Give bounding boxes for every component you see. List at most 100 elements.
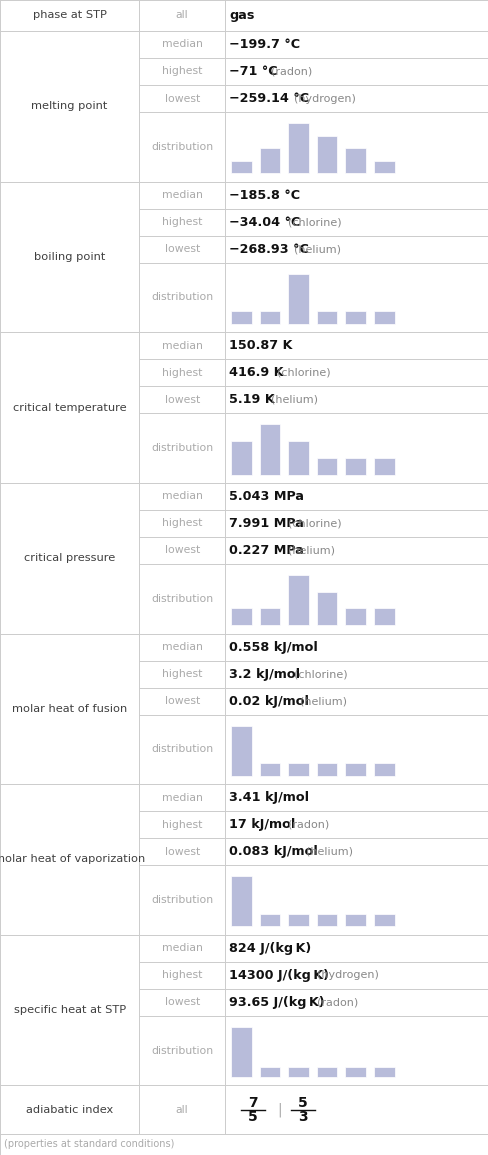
Text: adiabatic index: adiabatic index — [26, 1104, 113, 1115]
Text: 0.083 kJ/mol: 0.083 kJ/mol — [228, 845, 317, 858]
Text: lowest: lowest — [164, 998, 200, 1007]
Bar — [230, 312, 251, 323]
Bar — [316, 591, 337, 625]
Text: −185.8 °C: −185.8 °C — [228, 188, 300, 202]
Bar — [316, 135, 337, 173]
Bar — [287, 441, 308, 475]
Text: 3.41 kJ/mol: 3.41 kJ/mol — [228, 791, 308, 804]
Text: 416.9 K: 416.9 K — [228, 366, 283, 379]
Bar — [259, 1067, 280, 1078]
Text: median: median — [162, 944, 202, 953]
Bar — [373, 312, 394, 323]
Bar — [259, 609, 280, 625]
Bar — [373, 161, 394, 173]
Text: highest: highest — [162, 820, 202, 829]
Bar — [259, 312, 280, 323]
Text: 0.558 kJ/mol: 0.558 kJ/mol — [228, 641, 317, 654]
Text: 5.19 K: 5.19 K — [228, 394, 274, 407]
Bar — [373, 1067, 394, 1078]
Text: (hydrogen): (hydrogen) — [309, 970, 378, 981]
Text: distribution: distribution — [151, 1045, 213, 1056]
Bar — [287, 575, 308, 625]
Text: lowest: lowest — [164, 847, 200, 857]
Text: highest: highest — [162, 970, 202, 981]
Bar — [345, 763, 365, 776]
Text: 0.02 kJ/mol: 0.02 kJ/mol — [228, 694, 308, 708]
Bar — [345, 457, 365, 475]
Text: 7: 7 — [247, 1096, 257, 1110]
Text: highest: highest — [162, 67, 202, 76]
Text: molar heat of vaporization: molar heat of vaporization — [0, 855, 145, 864]
Text: 14300 J/(kg K): 14300 J/(kg K) — [228, 969, 328, 982]
Text: gas: gas — [228, 9, 254, 22]
Bar — [316, 1067, 337, 1078]
Bar — [230, 725, 251, 776]
Bar — [230, 877, 251, 926]
Text: median: median — [162, 191, 202, 200]
Text: median: median — [162, 341, 202, 351]
Bar — [230, 1027, 251, 1078]
Text: (helium): (helium) — [263, 395, 317, 404]
Bar — [287, 914, 308, 926]
Text: 93.65 J/(kg K): 93.65 J/(kg K) — [228, 996, 324, 1009]
Bar — [259, 148, 280, 173]
Bar — [316, 914, 337, 926]
Text: (helium): (helium) — [286, 244, 340, 254]
Bar — [230, 609, 251, 625]
Text: 5: 5 — [247, 1110, 257, 1124]
Text: distribution: distribution — [151, 142, 213, 151]
Text: lowest: lowest — [164, 94, 200, 104]
Text: critical pressure: critical pressure — [24, 553, 115, 564]
Text: (chlorine): (chlorine) — [286, 669, 347, 679]
Text: (hydrogen): (hydrogen) — [286, 94, 355, 104]
Text: median: median — [162, 642, 202, 653]
Bar — [345, 312, 365, 323]
Bar — [287, 274, 308, 323]
Text: (radon): (radon) — [281, 820, 329, 829]
Text: 0.227 MPa: 0.227 MPa — [228, 544, 303, 557]
Text: phase at STP: phase at STP — [33, 10, 106, 21]
Bar — [316, 763, 337, 776]
Text: (helium): (helium) — [281, 545, 334, 556]
Text: 3.2 kJ/mol: 3.2 kJ/mol — [228, 668, 300, 680]
Bar — [373, 763, 394, 776]
Text: all: all — [176, 10, 188, 21]
Bar — [373, 609, 394, 625]
Bar — [287, 1067, 308, 1078]
Text: (helium): (helium) — [292, 696, 346, 706]
Text: (chlorine): (chlorine) — [281, 519, 341, 529]
Text: distribution: distribution — [151, 895, 213, 906]
Bar — [345, 914, 365, 926]
Bar — [345, 1067, 365, 1078]
Text: all: all — [176, 1104, 188, 1115]
Text: lowest: lowest — [164, 244, 200, 254]
Text: distribution: distribution — [151, 444, 213, 453]
Text: highest: highest — [162, 367, 202, 378]
Text: distribution: distribution — [151, 594, 213, 604]
Text: |: | — [277, 1102, 282, 1117]
Bar — [259, 914, 280, 926]
Bar — [316, 312, 337, 323]
Bar — [230, 161, 251, 173]
Text: (radon): (radon) — [309, 998, 358, 1007]
Text: −268.93 °C: −268.93 °C — [228, 243, 308, 255]
Text: lowest: lowest — [164, 696, 200, 706]
Text: (properties at standard conditions): (properties at standard conditions) — [4, 1139, 174, 1149]
Text: median: median — [162, 792, 202, 803]
Bar — [259, 424, 280, 475]
Text: −199.7 °C: −199.7 °C — [228, 38, 300, 51]
Text: −259.14 °C: −259.14 °C — [228, 92, 308, 105]
Bar — [230, 441, 251, 475]
Text: 17 kJ/mol: 17 kJ/mol — [228, 818, 295, 832]
Text: 3: 3 — [298, 1110, 307, 1124]
Text: critical temperature: critical temperature — [13, 403, 126, 412]
Text: (helium): (helium) — [298, 847, 352, 857]
Text: (radon): (radon) — [263, 67, 311, 76]
Text: 5.043 MPa: 5.043 MPa — [228, 490, 304, 502]
Bar — [316, 457, 337, 475]
Text: highest: highest — [162, 669, 202, 679]
Text: specific heat at STP: specific heat at STP — [14, 1005, 125, 1015]
Text: −34.04 °C: −34.04 °C — [228, 216, 300, 229]
Bar — [373, 914, 394, 926]
Text: 150.87 K: 150.87 K — [228, 340, 292, 352]
